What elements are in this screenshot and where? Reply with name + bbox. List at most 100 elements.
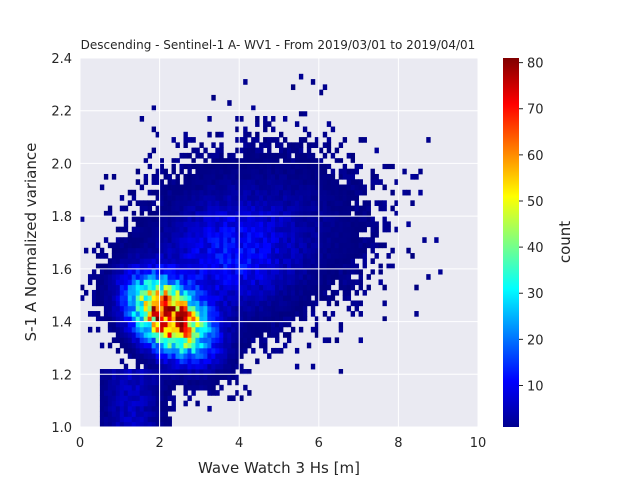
heatmap-cell <box>251 237 256 243</box>
heatmap-cell <box>171 231 176 238</box>
heatmap-cell <box>111 274 117 280</box>
heatmap-cell <box>207 242 212 249</box>
heatmap-cell <box>390 163 395 170</box>
heatmap-cell <box>350 221 356 228</box>
heatmap-cell <box>195 342 200 349</box>
heatmap-cell <box>219 179 224 185</box>
heatmap-cell <box>167 332 172 338</box>
heatmap-cell <box>135 369 141 375</box>
heatmap-cell <box>219 353 224 359</box>
heatmap-cell <box>155 316 160 322</box>
heatmap-cell <box>199 247 204 254</box>
heatmap-cell <box>426 274 431 280</box>
heatmap-cell <box>175 216 180 222</box>
heatmap-cell <box>271 316 276 322</box>
heatmap-cell <box>211 210 216 217</box>
heatmap-cell <box>183 289 188 296</box>
heatmap-cell <box>131 411 137 417</box>
heatmap-cell <box>239 231 244 238</box>
heatmap-cell <box>286 237 292 243</box>
heatmap-cell <box>219 158 224 164</box>
heatmap-cell <box>247 242 252 249</box>
heatmap-cell <box>263 326 268 333</box>
heatmap-cell <box>191 384 196 391</box>
heatmap-cell <box>286 226 292 233</box>
heatmap-cell <box>223 342 228 349</box>
heatmap-cell <box>259 253 264 259</box>
heatmap-cell <box>334 147 340 154</box>
heatmap-cell <box>334 189 340 196</box>
heatmap-cell <box>171 242 176 249</box>
heatmap-cell <box>247 158 252 164</box>
heatmap-cell <box>167 358 172 365</box>
heatmap-cell <box>382 216 387 222</box>
heatmap-cell <box>390 205 395 212</box>
heatmap-cell <box>271 347 276 354</box>
heatmap-cell <box>195 274 200 280</box>
heatmap-cell <box>330 195 336 201</box>
heatmap-cell <box>163 258 168 264</box>
heatmap-cell <box>163 305 168 312</box>
heatmap-cell <box>103 300 109 307</box>
heatmap-cell <box>251 300 256 307</box>
heatmap-cell <box>207 279 212 286</box>
heatmap-cell <box>223 200 228 206</box>
heatmap-cell <box>199 384 204 391</box>
heatmap-cell <box>199 289 204 296</box>
heatmap-cell <box>139 400 145 407</box>
heatmap-cell <box>191 311 196 317</box>
heatmap-cell <box>159 405 164 412</box>
heatmap-cell <box>394 226 399 233</box>
heatmap-cell <box>247 163 252 170</box>
heatmap-cell <box>191 363 196 370</box>
heatmap-cell <box>187 311 192 317</box>
heatmap-cell <box>322 152 328 159</box>
heatmap-cell <box>111 390 117 396</box>
heatmap-cell <box>191 353 196 359</box>
heatmap-cell <box>286 158 292 164</box>
heatmap-cell <box>143 247 149 254</box>
heatmap-cell <box>103 311 109 317</box>
heatmap-cell <box>175 200 180 206</box>
heatmap-cell <box>195 332 200 338</box>
heatmap-cell <box>207 384 212 391</box>
heatmap-cell <box>187 163 192 170</box>
heatmap-cell <box>342 242 348 249</box>
heatmap-cell <box>191 295 196 301</box>
heatmap-cell <box>147 358 153 365</box>
heatmap-cell <box>119 358 125 365</box>
heatmap-cell <box>139 184 145 191</box>
heatmap-cell <box>259 247 264 254</box>
heatmap-cell <box>219 200 224 206</box>
heatmap-cell <box>267 289 272 296</box>
heatmap-cell <box>275 274 280 280</box>
heatmap-cell <box>310 79 316 85</box>
heatmap-cell <box>251 332 256 338</box>
heatmap-cell <box>390 189 395 196</box>
heatmap-cell <box>239 274 244 280</box>
heatmap-cell <box>267 189 272 196</box>
heatmap-cell <box>155 274 160 280</box>
heatmap-cell <box>171 210 176 217</box>
heatmap-cell <box>103 263 109 270</box>
heatmap-cell <box>151 395 157 402</box>
heatmap-cell <box>279 242 284 249</box>
heatmap-cell <box>175 226 180 233</box>
heatmap-cell <box>219 337 224 344</box>
heatmap-cell <box>255 210 260 217</box>
heatmap-cell <box>159 247 164 254</box>
heatmap-cell <box>294 253 300 259</box>
heatmap-cell <box>171 279 176 286</box>
heatmap-cell <box>239 279 244 286</box>
heatmap-cell <box>111 253 117 259</box>
heatmap-cell <box>115 384 121 391</box>
heatmap-cell <box>259 221 264 228</box>
heatmap-cell <box>306 189 312 196</box>
heatmap-cell <box>155 395 160 402</box>
heatmap-cell <box>215 363 220 370</box>
heatmap-cell <box>111 289 117 296</box>
heatmap-cell <box>155 405 160 412</box>
heatmap-cell <box>139 263 145 270</box>
heatmap-cell <box>251 216 256 222</box>
heatmap-cell <box>203 258 208 264</box>
